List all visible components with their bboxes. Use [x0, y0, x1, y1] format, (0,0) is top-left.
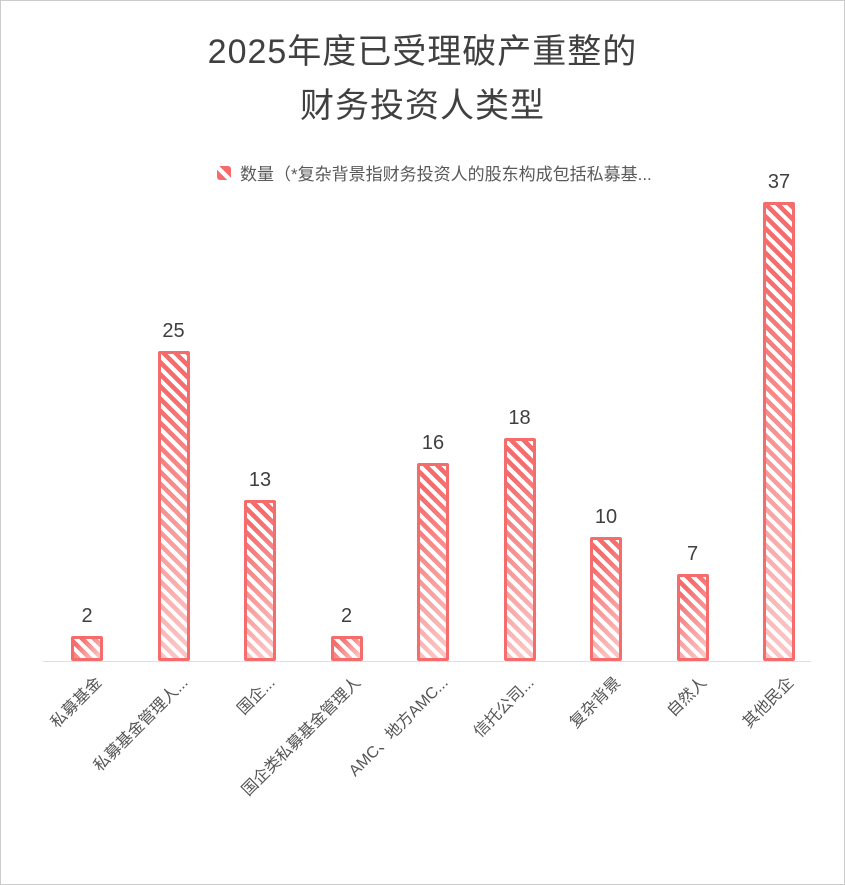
bar[interactable]: [417, 463, 449, 661]
x-axis-line: [43, 661, 811, 662]
bar-value-label: 18: [508, 407, 531, 429]
bar-value-label: 10: [594, 506, 618, 528]
x-axis-label: 复杂背景: [566, 674, 625, 732]
bar[interactable]: [590, 537, 622, 661]
x-axis-label: 其他民企: [739, 674, 798, 732]
bar-value-label: 25: [162, 320, 185, 342]
bar[interactable]: [763, 202, 795, 661]
bar[interactable]: [503, 438, 536, 661]
bar[interactable]: [676, 574, 709, 661]
bar[interactable]: [157, 351, 190, 661]
chart-title: 2025年度已受理破产重整的 财务投资人类型: [1, 25, 844, 133]
bar-value-label: 2: [81, 605, 93, 627]
x-axis-label: 国企...: [234, 674, 279, 719]
bar-value-label: 16: [421, 432, 445, 454]
bar-value-label: 37: [767, 171, 791, 193]
bar[interactable]: [244, 500, 276, 661]
bar[interactable]: [71, 636, 103, 661]
x-axis-label: 信托公司...: [471, 674, 538, 741]
chart-title-line1: 2025年度已受理破产重整的: [207, 33, 638, 71]
legend-swatch-icon: [217, 165, 231, 180]
bar-value-label: 7: [686, 543, 699, 565]
bar-value-label: 2: [340, 605, 353, 627]
bar[interactable]: [330, 636, 363, 661]
legend-label: 数量（*复杂背景指财务投资人的股东构成包括私募基...: [240, 165, 652, 184]
legend-item[interactable]: 数量（*复杂背景指财务投资人的股东构成包括私募基...: [217, 160, 652, 185]
x-axis-label: 私募基金: [47, 674, 106, 732]
chart-title-line2: 财务投资人类型: [300, 87, 545, 125]
x-axis-label: 自然人: [664, 674, 711, 721]
bar-value-label: 13: [248, 469, 272, 491]
